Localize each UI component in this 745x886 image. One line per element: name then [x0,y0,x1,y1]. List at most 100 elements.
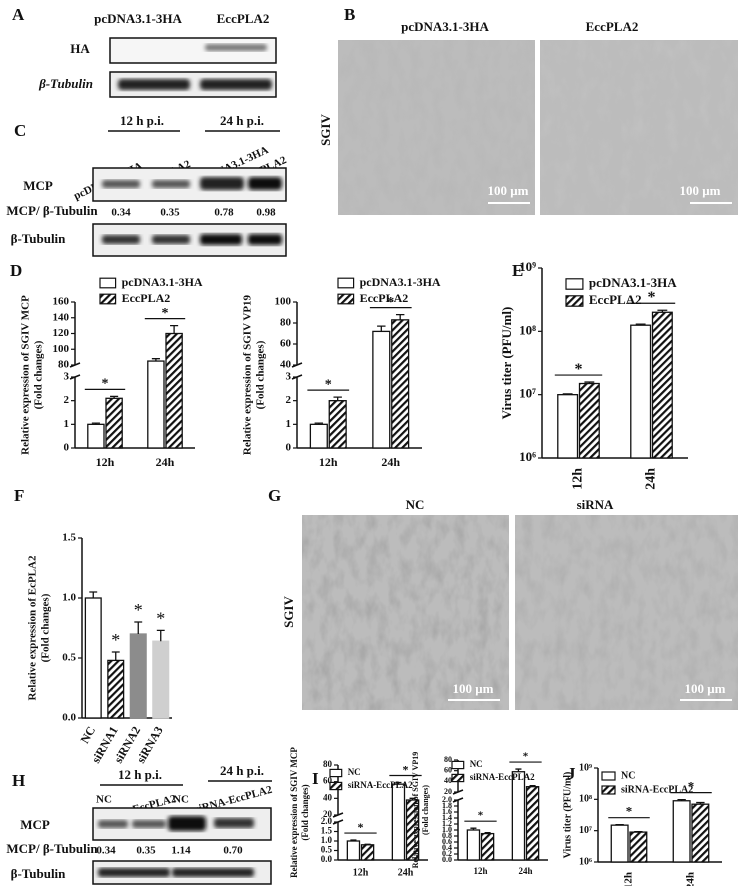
y-tick-label: 1.0 [321,835,333,845]
y-tick-label: 10⁷ [579,825,592,836]
y-tick-label: 0.0 [321,854,333,864]
significance-star: * [358,820,364,834]
panel-letter: A [12,5,25,24]
bar [360,844,375,861]
error-bar [364,843,371,845]
ratio-label: MCP/ β-Tubulin [6,203,98,218]
bar [466,829,481,861]
y-tick-label: 0 [286,442,292,454]
error-bar [515,768,522,772]
lane-label: pcDNA3.1-3HA [94,11,182,26]
legend-swatch [99,293,117,305]
bar [511,771,526,861]
y-tick-label: 2.0 [321,816,333,826]
group-label: 24 h p.i. [220,113,264,128]
ratio: 0.78 [214,207,234,219]
y-tick-label: 80 [444,755,452,764]
column-label: EccPLA2 [586,19,639,34]
y-tick-label: 140 [53,311,70,323]
y-tick-label: 0 [64,442,70,454]
y-tick-label: 10⁷ [519,386,536,401]
y-tick-label: 0.0 [442,855,452,864]
significance-star: * [111,630,120,650]
panel-letter: B [344,5,355,24]
bar [391,783,406,861]
bar [147,360,165,449]
y-axis-label: Relative expression of SGIV VP19 [411,752,420,868]
y-tick-label: 1.0 [442,825,452,834]
bar [84,597,102,719]
y-tick-label: 160 [53,296,70,308]
y-tick-label: 1 [64,418,70,430]
significance-star: * [162,306,169,321]
legend-swatch [329,781,343,791]
significance-star: * [102,377,109,392]
scale-bar-label: 100 μm [453,681,494,696]
y-tick-label: 100 [53,343,70,355]
panel-letter: H [12,771,25,790]
error-bar [677,798,686,801]
micrograph [302,515,738,710]
error-bar [110,395,119,399]
x-tick-label: 24h [156,455,175,469]
significance-star: * [523,751,529,763]
y-tick-label: 0.4 [442,843,452,852]
legend-label: NC [348,767,361,777]
y-tick-label: 1.2 [442,819,452,828]
x-tick-label: 24h [518,866,532,876]
bar [557,394,579,459]
legend-swatch [337,277,355,289]
y-tick-label: 60 [444,765,452,774]
y-tick-label: 80 [58,359,70,371]
blot [109,37,277,98]
y-tick-label: 0.5 [62,652,76,664]
error-bar [657,309,668,313]
y-tick-label: 10⁶ [579,856,592,867]
significance-star: * [688,779,695,794]
ratio-label: MCP/ β-Tubulin [6,841,98,856]
micrograph [338,40,738,215]
panel-letter: J [567,764,576,783]
y-tick-label: 120 [53,327,70,339]
y-tick-label: 3 [286,371,292,383]
blot [92,807,272,885]
y-tick-label: 10⁸ [519,322,536,337]
y-tick-label: 2 [286,394,292,406]
error-bar [91,422,100,425]
legend-label: NC [621,770,635,781]
panel-letter: D [10,261,22,280]
x-tick-label: 24h [685,872,697,886]
legend-swatch [99,277,117,289]
legend-label: EccPLA2 [589,292,642,307]
scale-bar-label: 100 μm [680,183,721,198]
significance-star: * [575,361,583,378]
row-label: MCP [23,178,53,193]
row-label: SGIV [281,595,296,627]
ratio: 0.35 [136,845,156,857]
bar [525,786,540,861]
y-tick-label: 1.4 [442,813,452,822]
error-bar [529,784,536,787]
significance-star: * [403,762,409,776]
lane-label: EccPLA2 [217,11,270,26]
significance-star: * [325,377,332,392]
x-tick-label: 12h [353,867,369,878]
group-label: 12 h p.i. [118,767,162,782]
legend-label: siRNA-EccPLA2 [348,780,413,790]
y-tick-label: 1.8 [442,801,452,810]
x-tick-label: 12h [571,468,586,490]
panel-letter: I [312,769,319,788]
legend-label: pcDNA3.1-3HA [360,275,441,289]
panel-letter: C [14,121,26,140]
bar [610,824,629,863]
x-tick-label: 12h [96,455,115,469]
y-tick-label: 10⁹ [519,259,536,274]
error-bar [395,781,402,785]
row-label: β-Tubulin [11,866,67,881]
ratio: 0.34 [111,207,131,219]
y-axis-label: Virus titer (PFU/ml) [499,307,514,420]
y-tick-label: 2.0 [442,795,452,804]
y-tick-label: 0.2 [442,849,452,858]
column-label: NC [406,497,425,512]
